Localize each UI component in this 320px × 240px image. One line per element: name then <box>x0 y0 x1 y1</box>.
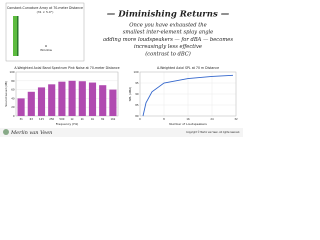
bar <box>99 85 107 116</box>
brand-name: Merlin van Veen <box>10 130 52 136</box>
y-tick-label: 20 <box>11 105 15 109</box>
page: Constant-Curvature Array at 70-meter Dis… <box>0 0 243 137</box>
bar <box>88 82 97 116</box>
bar <box>58 81 66 116</box>
x-tick-label: 8k <box>101 117 105 121</box>
array-edge <box>17 16 19 56</box>
y-axis-label: SPL (dBA) <box>128 87 132 102</box>
bar <box>109 89 117 116</box>
bar <box>27 91 35 116</box>
y-tick-label: 80 <box>11 79 15 83</box>
y-tick-label: 85 <box>135 103 139 107</box>
x-tick-label: 0 <box>139 117 141 121</box>
y-tick-label: 90 <box>135 92 139 96</box>
bar <box>78 81 86 116</box>
body-line: Once you have exhausted the <box>129 23 206 29</box>
y-tick-label: 60 <box>11 88 15 92</box>
y-tick-label: 95 <box>135 81 139 85</box>
x-tick-label: 1k <box>71 117 75 121</box>
body-line: smallest inter-element splay angle <box>123 30 214 36</box>
x-tick-label: 24 <box>210 117 214 121</box>
y-tick-label: 40 <box>11 96 15 100</box>
body-line: adding more loudspeakers — for dBA — bec… <box>103 37 233 43</box>
window-marker <box>45 45 47 47</box>
x-tick-label: 500 <box>59 117 64 121</box>
bar <box>37 87 46 116</box>
y-axis-label: Sound Level (dB) <box>4 81 8 107</box>
x-tick-label: 31 <box>19 117 23 121</box>
x-tick-label: 2k <box>81 117 85 121</box>
bar <box>68 80 76 116</box>
x-tick-label: 32 <box>234 117 238 121</box>
x-tick-label: 16 <box>186 117 190 121</box>
bar <box>48 84 56 116</box>
y-tick-label: 80 <box>135 114 139 118</box>
array-plot-frame <box>5 2 85 62</box>
x-tick-label: 4k <box>91 117 95 121</box>
bar <box>17 98 25 116</box>
x-tick-label: 250 <box>49 117 54 121</box>
array-plot-subtitle: (31 × 5.0°) <box>37 10 54 14</box>
chart-title: A-Weighted Axial SPL at 70 m Distance <box>157 66 219 70</box>
y-tick-label: 0 <box>13 114 15 118</box>
data-line <box>142 74 234 117</box>
x-axis-label: Frequency (Hz) <box>56 122 79 126</box>
y-tick-label: 100 <box>10 70 15 74</box>
y-tick-label: 100 <box>134 70 139 74</box>
slide: Constant-Curvature Array at 70-meter Dis… <box>0 0 243 137</box>
footer-bar <box>0 128 243 137</box>
x-tick-label: 16k <box>110 117 115 121</box>
body-line: (contrast to dBC) <box>145 50 191 57</box>
slide-title: — Diminishing Returns — <box>107 10 230 20</box>
x-tick-label: 63 <box>30 117 34 121</box>
array-plot-title: Constant-Curvature Array at 70-meter Dis… <box>7 6 83 10</box>
body-line: increasingly less effective <box>134 44 202 50</box>
brand-logo <box>3 129 9 135</box>
array-shape <box>13 16 17 56</box>
copyright: Copyright © Merlin van Veen. All rights … <box>186 131 240 134</box>
x-tick-label: 125 <box>39 117 44 121</box>
window-label: Window <box>40 48 52 52</box>
chart-title: A-Weighted Axial Band Spectrum Pink Nois… <box>14 66 119 70</box>
x-axis-label: Number of Loudspeakers <box>169 122 207 126</box>
x-tick-label: 8 <box>163 117 165 121</box>
